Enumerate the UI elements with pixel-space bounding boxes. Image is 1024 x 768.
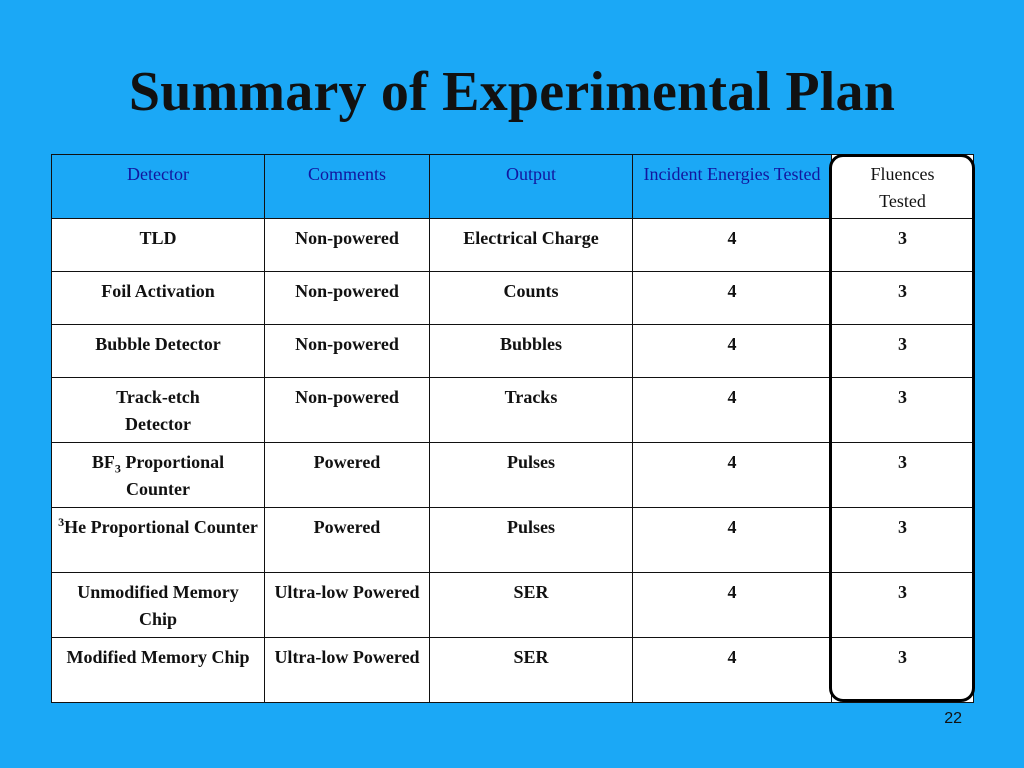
header-incident-energies: Incident Energies Tested — [632, 154, 832, 219]
cell-output: Pulses — [429, 507, 633, 573]
cell-comments: Powered — [264, 442, 430, 508]
cell-energies: 4 — [632, 377, 832, 443]
detector-superscript: 3 — [58, 515, 65, 529]
table-row: TLD Non-powered Electrical Charge 4 3 — [51, 218, 974, 272]
cell-comments: Non-powered — [264, 377, 430, 443]
cell-comments: Powered — [264, 507, 430, 573]
cell-output: SER — [429, 637, 633, 703]
cell-comments: Ultra-low Powered — [264, 572, 430, 638]
detector-text-line2: Detector — [125, 414, 191, 434]
cell-output: SER — [429, 572, 633, 638]
experimental-plan-table: Detector Comments Output Incident Energi… — [51, 154, 974, 703]
cell-output: Tracks — [429, 377, 633, 443]
cell-fluences: 3 — [831, 218, 974, 272]
detector-text: He Proportional Counter — [64, 517, 258, 537]
header-output: Output — [429, 154, 633, 219]
cell-fluences: 3 — [831, 271, 974, 325]
cell-fluences: 3 — [831, 507, 974, 573]
cell-detector: Modified Memory Chip — [51, 637, 265, 703]
header-fluences-line1: Fluences — [870, 164, 935, 184]
table-row: Unmodified Memory Chip Ultra-low Powered… — [51, 572, 974, 638]
detector-text-tail: Proportional Counter — [120, 452, 225, 499]
cell-energies: 4 — [632, 271, 832, 325]
table-row: Bubble Detector Non-powered Bubbles 4 3 — [51, 324, 974, 378]
cell-fluences: 3 — [831, 572, 974, 638]
cell-output: Electrical Charge — [429, 218, 633, 272]
header-fluences-line2: Tested — [879, 191, 926, 211]
cell-detector: Track-etch Detector — [51, 377, 265, 443]
page-number: 22 — [944, 710, 962, 727]
table-row: Foil Activation Non-powered Counts 4 3 — [51, 271, 974, 325]
detector-text: BF — [91, 452, 115, 472]
cell-fluences: 3 — [831, 377, 974, 443]
table-row: Track-etch Detector Non-powered Tracks 4 … — [51, 377, 974, 443]
detector-subscript: 3 — [114, 461, 121, 476]
table-header-row: Detector Comments Output Incident Energi… — [51, 154, 974, 219]
cell-comments: Non-powered — [264, 218, 430, 272]
cell-energies: 4 — [632, 507, 832, 573]
cell-fluences: 3 — [831, 324, 974, 378]
header-comments: Comments — [264, 154, 430, 219]
cell-detector: TLD — [51, 218, 265, 272]
header-detector: Detector — [51, 154, 265, 219]
cell-detector: Unmodified Memory Chip — [51, 572, 265, 638]
slide-title: Summary of Experimental Plan — [128, 61, 896, 123]
cell-comments: Non-powered — [264, 324, 430, 378]
cell-detector: Foil Activation — [51, 271, 265, 325]
cell-energies: 4 — [632, 637, 832, 703]
cell-comments: Ultra-low Powered — [264, 637, 430, 703]
cell-energies: 4 — [632, 572, 832, 638]
cell-detector: Bubble Detector — [51, 324, 265, 378]
table-row: Modified Memory Chip Ultra-low Powered S… — [51, 637, 974, 703]
cell-comments: Non-powered — [264, 271, 430, 325]
cell-output: Counts — [429, 271, 633, 325]
cell-output: Bubbles — [429, 324, 633, 378]
cell-fluences: 3 — [831, 442, 974, 508]
cell-output: Pulses — [429, 442, 633, 508]
cell-energies: 4 — [632, 218, 832, 272]
cell-detector: BF3 Proportional Counter — [51, 442, 265, 508]
header-fluences: Fluences Tested — [831, 154, 974, 219]
cell-detector: 3He Proportional Counter — [51, 507, 265, 573]
cell-fluences: 3 — [831, 637, 974, 703]
detector-text: Track-etch — [116, 387, 200, 407]
table-row: BF3 Proportional Counter Powered Pulses … — [51, 442, 974, 508]
table-row: 3He Proportional Counter Powered Pulses … — [51, 507, 974, 573]
cell-energies: 4 — [632, 442, 832, 508]
cell-energies: 4 — [632, 324, 832, 378]
